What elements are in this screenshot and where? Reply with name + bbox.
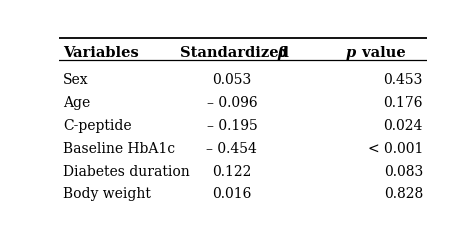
Text: value: value	[357, 46, 406, 60]
Text: Diabetes duration: Diabetes duration	[63, 165, 190, 178]
Text: 0.122: 0.122	[212, 165, 252, 178]
Text: 0.024: 0.024	[383, 119, 423, 133]
Text: 0.828: 0.828	[383, 187, 423, 201]
Text: 0.016: 0.016	[212, 187, 252, 201]
Text: p: p	[346, 46, 356, 60]
Text: < 0.001: < 0.001	[367, 142, 423, 156]
Text: C-peptide: C-peptide	[63, 119, 132, 133]
Text: β: β	[278, 46, 288, 60]
Text: – 0.096: – 0.096	[207, 96, 257, 110]
Text: Standardized: Standardized	[181, 46, 294, 60]
Text: 0.176: 0.176	[383, 96, 423, 110]
Text: Sex: Sex	[63, 73, 89, 87]
Text: 0.083: 0.083	[383, 165, 423, 178]
Text: Variables: Variables	[63, 46, 139, 60]
Text: – 0.195: – 0.195	[207, 119, 257, 133]
Text: Body weight: Body weight	[63, 187, 151, 201]
Text: Baseline HbA1c: Baseline HbA1c	[63, 142, 175, 156]
Text: 0.053: 0.053	[212, 73, 252, 87]
Text: 0.453: 0.453	[383, 73, 423, 87]
Text: Age: Age	[63, 96, 90, 110]
Text: – 0.454: – 0.454	[207, 142, 257, 156]
